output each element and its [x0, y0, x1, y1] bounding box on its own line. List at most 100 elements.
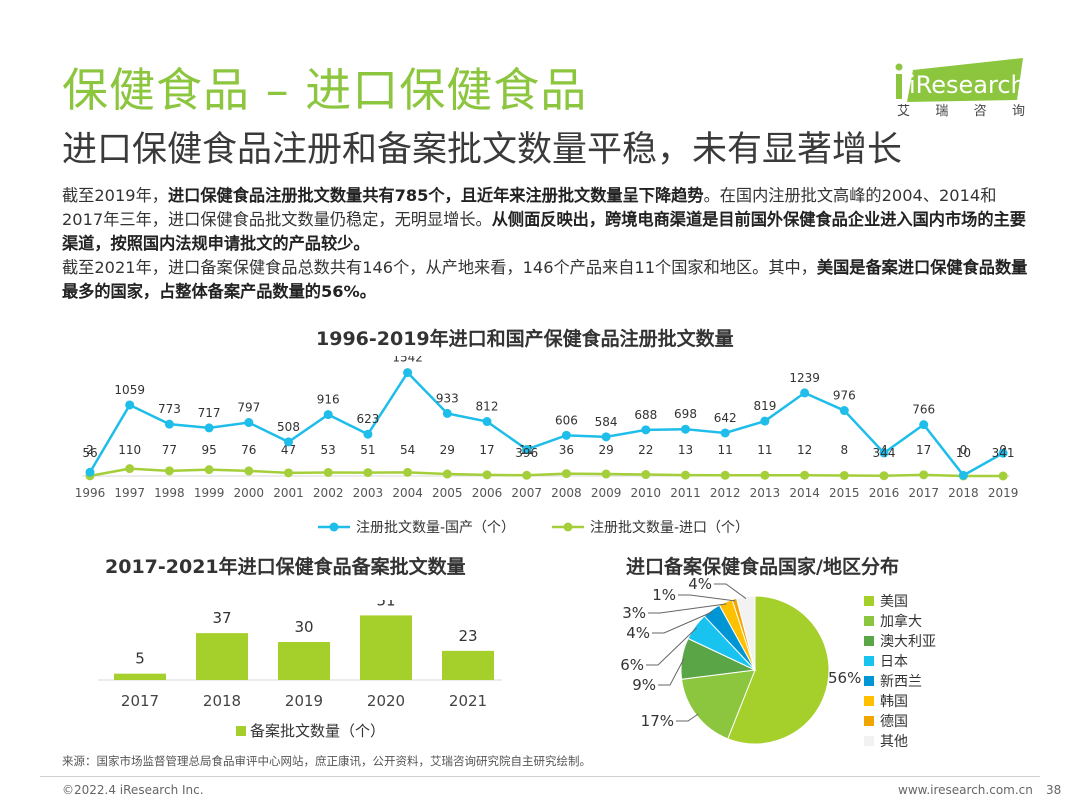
import-point-2010 [641, 470, 651, 480]
import-label-2004: 54 [400, 443, 415, 457]
pie-value-韩国: 3% [622, 604, 646, 622]
domestic-point-2009 [601, 432, 611, 442]
domestic-label-1996: 56 [82, 446, 97, 460]
domestic-label-2001: 508 [277, 420, 300, 434]
domestic-label-2003: 623 [356, 412, 379, 426]
domestic-point-2016 [879, 448, 889, 458]
domestic-point-2008 [561, 430, 571, 440]
import-point-2013 [760, 470, 770, 480]
import-point-2005 [442, 469, 452, 479]
import-point-2017 [919, 470, 929, 480]
domestic-label-2000: 797 [237, 401, 260, 415]
domestic-point-2018 [958, 470, 968, 480]
pie-legend-swatch-其他 [864, 736, 874, 746]
domestic-point-2002 [323, 410, 333, 420]
import-label-1998: 77 [162, 443, 177, 457]
bar-tick-2018: 2018 [203, 692, 241, 710]
x-tick-2000: 2000 [234, 486, 265, 500]
domestic-point-2001 [284, 437, 293, 447]
domestic-label-2019: 341 [992, 446, 1015, 460]
pie-value-澳大利亚: 9% [632, 676, 656, 694]
x-tick-2002: 2002 [313, 486, 344, 500]
bar-tick-2020: 2020 [367, 692, 405, 710]
import-label-2005: 29 [440, 443, 455, 457]
import-point-2011 [681, 470, 690, 480]
domestic-label-1997: 1059 [114, 383, 145, 397]
bar-value-2019: 30 [294, 618, 313, 636]
line-chart-title: 1996-2019年进口和国产保健食品注册批文数量 [316, 328, 734, 350]
import-point-1997 [125, 464, 135, 474]
import-label-2013: 11 [757, 443, 772, 457]
x-tick-2017: 2017 [908, 486, 939, 500]
import-label-2014: 12 [797, 443, 812, 457]
domestic-label-2005: 933 [436, 391, 459, 405]
import-point-2006 [482, 470, 492, 480]
bar-chart: 5 2017 37 2018 30 2019 51 2020 23 2021 备案批文数量（个） [98, 600, 502, 740]
bar-value-2020: 51 [376, 600, 395, 609]
x-tick-2003: 2003 [353, 486, 384, 500]
x-tick-2015: 2015 [829, 486, 860, 500]
pie-legend-swatch-韩国 [864, 696, 874, 706]
x-tick-1998: 1998 [154, 486, 185, 500]
pie-legend-label-加拿大: 加拿大 [880, 613, 922, 630]
x-tick-2008: 2008 [551, 486, 582, 500]
domestic-label-2013: 819 [753, 399, 776, 413]
footer-divider [40, 776, 1040, 777]
x-tick-2005: 2005 [432, 486, 463, 500]
import-point-2008 [561, 469, 571, 479]
import-label-2009: 29 [598, 443, 613, 457]
import-label-2012: 11 [718, 443, 733, 457]
domestic-series-line [88, 370, 1004, 477]
pie-legend-swatch-澳大利亚 [864, 636, 874, 646]
import-label-2018: 0 [960, 443, 968, 457]
domestic-point-2013 [760, 416, 770, 426]
domestic-point-1998 [164, 419, 174, 429]
bar-2017 [114, 673, 166, 680]
bar-2021 [442, 650, 494, 680]
import-label-2000: 76 [241, 443, 256, 457]
import-label-2001: 47 [281, 443, 296, 457]
domestic-point-2003 [363, 429, 373, 439]
domestic-label-2004: 1542 [392, 356, 423, 365]
domestic-label-2002: 916 [317, 393, 340, 407]
x-tick-2013: 2013 [750, 486, 781, 500]
bar-tick-2017: 2017 [121, 692, 159, 710]
import-label-2008: 36 [559, 443, 574, 457]
x-tick-2012: 2012 [710, 486, 741, 500]
pie-leader-新西兰 [652, 611, 713, 634]
domestic-point-2017 [919, 420, 929, 430]
domestic-label-2008: 606 [555, 413, 578, 427]
domestic-label-2016: 344 [873, 446, 896, 460]
pie-legend-label-澳大利亚: 澳大利亚 [880, 634, 936, 650]
copyright: ©2022.4 iResearch Inc. [62, 783, 204, 797]
summary-paragraph-1: 截至2019年，进口保健食品注册批文数量共有785个，且近年来注册批文数量呈下降… [62, 186, 1026, 253]
bar-2018 [196, 633, 248, 680]
domestic-label-2014: 1239 [789, 371, 820, 385]
pie-value-日本: 6% [620, 656, 644, 674]
import-point-2014 [800, 470, 810, 480]
pie-legend-label-美国: 美国 [880, 594, 908, 610]
pie-legend-swatch-日本 [864, 656, 874, 666]
pie-slice-美国 [727, 595, 830, 745]
pie-legend-swatch-新西兰 [864, 676, 874, 686]
x-tick-1996: 1996 [75, 486, 106, 500]
import-point-1999 [204, 465, 214, 475]
domestic-point-1999 [204, 423, 214, 433]
bar-value-2017: 5 [135, 650, 145, 668]
bar-value-2018: 37 [212, 609, 231, 627]
website-link[interactable]: www.iresearch.com.cn [898, 783, 1033, 797]
domestic-point-2000 [244, 418, 254, 428]
domestic-point-2019 [998, 448, 1008, 458]
import-point-2009 [601, 469, 611, 479]
legend-import-label: 注册批文数量-进口（个） [590, 520, 749, 536]
x-tick-2018: 2018 [948, 486, 979, 500]
domestic-label-1999: 717 [198, 406, 221, 420]
bar-2019 [278, 642, 330, 680]
import-point-2003 [363, 468, 373, 478]
import-point-2015 [839, 470, 849, 480]
pie-slice-其他 [735, 595, 756, 671]
domestic-label-2018: 10 [956, 446, 971, 460]
legend-domestic-marker [329, 522, 339, 532]
domestic-label-2007: 396 [515, 446, 538, 460]
domestic-point-2012 [720, 428, 730, 438]
